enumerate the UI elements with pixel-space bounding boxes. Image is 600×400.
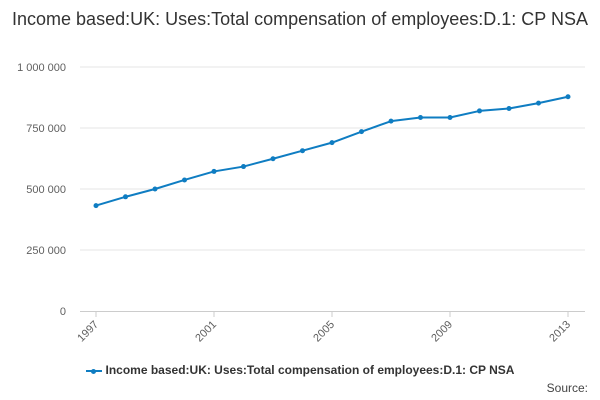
data-point[interactable]: [359, 129, 364, 135]
data-point[interactable]: [506, 105, 512, 111]
data-point[interactable]: [241, 164, 246, 170]
x-tick-label: 2005: [311, 319, 337, 345]
data-point[interactable]: [477, 108, 482, 114]
x-tick-label: 2013: [547, 319, 573, 345]
data-point[interactable]: [93, 203, 99, 209]
data-point[interactable]: [388, 118, 394, 124]
data-point[interactable]: [270, 156, 276, 162]
data-point[interactable]: [536, 100, 541, 106]
data-point[interactable]: [565, 94, 571, 100]
data-point[interactable]: [182, 177, 187, 183]
data-point[interactable]: [211, 168, 217, 174]
y-axis-ticks: 0 250 000 500 000 750 000 1 000 000: [17, 62, 66, 318]
y-tick-label: 1 000 000: [17, 62, 66, 74]
x-axis: 1997 2001 2005 2009 2013: [75, 311, 585, 344]
legend[interactable]: Income based:UK: Uses:Total compensation…: [0, 363, 600, 377]
data-point[interactable]: [152, 186, 158, 192]
data-point[interactable]: [329, 140, 335, 146]
x-tick-label: 2009: [429, 319, 455, 345]
data-point[interactable]: [123, 194, 128, 200]
chart-title: Income based:UK: Uses:Total compensation…: [12, 9, 588, 29]
legend-line-icon: [85, 366, 102, 375]
y-tick-label: 750 000: [26, 123, 66, 135]
data-point[interactable]: [300, 148, 305, 154]
data-point[interactable]: [418, 115, 423, 121]
y-tick-label: 0: [60, 306, 66, 318]
y-tick-label: 500 000: [26, 184, 66, 196]
source-label: Source:: [546, 381, 588, 395]
x-tick-label: 2001: [193, 319, 219, 345]
series-layer: [93, 94, 571, 209]
legend-label: Income based:UK: Uses:Total compensation…: [105, 363, 515, 377]
y-tick-label: 250 000: [26, 245, 66, 257]
gridlines: [80, 66, 585, 251]
x-tick-label: 1997: [75, 319, 101, 345]
data-point[interactable]: [447, 115, 453, 121]
